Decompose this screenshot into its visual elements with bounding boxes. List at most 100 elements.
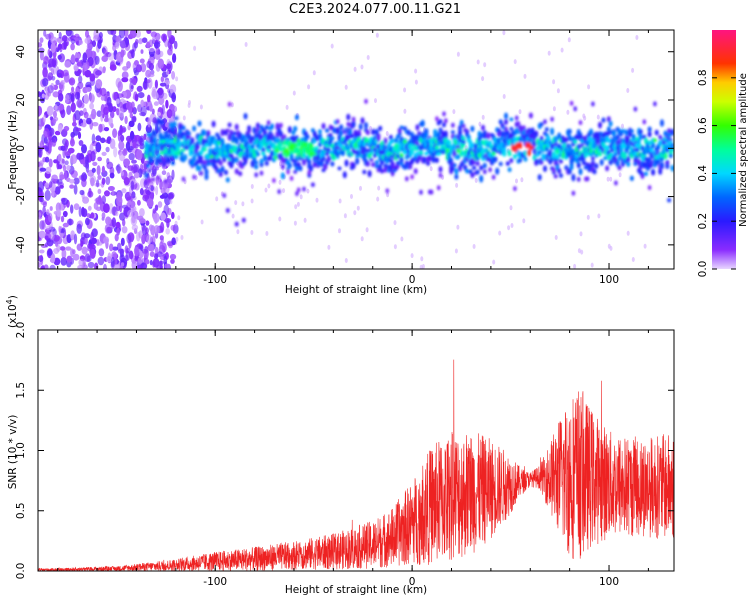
spectrogram-cell: [164, 122, 171, 128]
y-tick-label: -20: [15, 188, 27, 205]
spectrogram-cell: [44, 189, 51, 201]
spectrogram-cell: [585, 176, 590, 182]
spectrogram-cell: [435, 116, 439, 122]
spectrogram-cell: [139, 58, 145, 64]
spectrogram-cell: [78, 206, 82, 218]
spectrogram-cell: [436, 185, 441, 191]
spectrogram-cell: [289, 175, 294, 181]
spectrogram-cell: [92, 161, 98, 166]
spectrogram-cell: [61, 158, 65, 164]
spectrogram-cell: [192, 125, 197, 132]
spectrogram-cell: [199, 158, 204, 165]
spectrogram-cell: [66, 150, 71, 156]
spectrogram-cell: [146, 198, 154, 208]
colorbar-ticks: 0.0 0.2 0.4 0.6 0.8: [697, 69, 736, 277]
spectrogram-cell: [371, 162, 376, 168]
spectrogram-cell: [427, 154, 432, 162]
spectrogram-cell: [338, 198, 342, 204]
spectrogram-cell: [522, 218, 526, 224]
spectrogram-cell: [42, 67, 48, 78]
spectrogram-cell: [590, 161, 595, 166]
spectrogram-cell: [47, 48, 51, 57]
spectrogram-cell: [186, 135, 191, 141]
spectrogram-cell: [339, 143, 344, 149]
spectrogram-cell: [442, 111, 446, 117]
spectrogram-cell: [141, 37, 148, 43]
spectrogram-cell: [450, 166, 455, 172]
spectrogram-cell: [39, 50, 44, 61]
spectrogram-cell: [553, 135, 558, 144]
spectrogram-cell: [559, 173, 563, 178]
spectrogram-cell: [227, 122, 232, 128]
spectrogram-cell: [171, 211, 175, 220]
spectrogram-cell: [509, 205, 513, 211]
spectrogram-cell: [601, 117, 606, 123]
spectrogram-cell: [383, 163, 388, 168]
spectrogram-cell: [53, 110, 57, 118]
spectrogram-cell: [532, 140, 537, 148]
spectrogram-cell: [112, 106, 117, 113]
spectrogram-cell: [167, 30, 172, 39]
spectrogram-cell: [131, 159, 137, 164]
spectrogram-cell: [291, 137, 296, 143]
spectrogram-cell: [44, 235, 49, 240]
spectrogram-cell: [137, 92, 145, 99]
spectrogram-cell: [315, 197, 319, 203]
spectrogram-cell: [454, 174, 459, 180]
spectrogram-cell: [355, 157, 360, 165]
spectrogram-cell: [74, 91, 80, 100]
spectrogram-cell: [658, 168, 663, 175]
spectrogram-cell: [543, 119, 547, 125]
spectrogram-cell: [318, 133, 322, 138]
spectrogram-cell: [167, 207, 172, 216]
spectrogram-cell: [49, 206, 53, 211]
spectrogram-cell: [429, 189, 434, 195]
spectrogram-cell: [60, 231, 64, 238]
spectrogram-cell: [255, 122, 260, 129]
spectrogram-cell: [534, 130, 539, 136]
spectrogram-cell: [234, 136, 239, 145]
spectrogram-cell: [359, 185, 362, 191]
spectrogram-cell: [202, 159, 207, 166]
spectrogram-cell: [115, 35, 120, 43]
spectrogram-cell: [433, 132, 438, 138]
spectrogram-cell: [468, 154, 473, 159]
spectrogram-cell: [321, 151, 326, 158]
spectrogram-cell: [481, 76, 485, 82]
spectrogram-cell: [73, 203, 80, 211]
spectrogram-cell: [156, 126, 161, 131]
spectrogram-cell: [552, 167, 556, 173]
spectrogram-cell: [502, 143, 507, 149]
spectrogram-cell: [633, 106, 638, 112]
spectrogram-cell: [161, 170, 167, 176]
spectrogram-cell: [151, 177, 156, 182]
spectrogram-cell: [383, 137, 388, 144]
spectrogram-cell: [302, 158, 306, 166]
spectrogram-cell: [141, 249, 149, 254]
spectrogram-cell: [195, 140, 200, 147]
spectrogram-cell: [546, 135, 551, 142]
spectrogram-cell: [491, 174, 496, 180]
spectrogram-cell: [637, 138, 641, 145]
spectrogram-cell: [375, 32, 379, 38]
spectrogram-cell: [493, 156, 498, 163]
spectrogram-cell: [150, 185, 154, 192]
spectrogram-cell: [629, 175, 634, 181]
spectrogram-cell: [351, 116, 356, 122]
spectrogram-cell: [64, 142, 68, 151]
spectrogram-cell: [218, 171, 223, 177]
spectrogram-cell: [83, 111, 89, 119]
spectrogram-cell: [170, 258, 175, 264]
spectrogram-cell: [46, 105, 54, 116]
spectrogram-cell: [624, 129, 629, 136]
spectrogram-cell: [419, 264, 423, 269]
spectrogram-cell: [109, 172, 115, 179]
spectrogram-cell: [408, 139, 413, 145]
spectrogram-cell: [652, 138, 657, 143]
spectrogram-cell: [115, 98, 120, 104]
spectrogram-cell: [479, 132, 484, 139]
spectrogram-cell: [163, 146, 168, 154]
spectrogram-cell: [631, 257, 635, 262]
spectrogram-cell: [100, 95, 105, 101]
spectrogram-cell: [71, 86, 75, 93]
